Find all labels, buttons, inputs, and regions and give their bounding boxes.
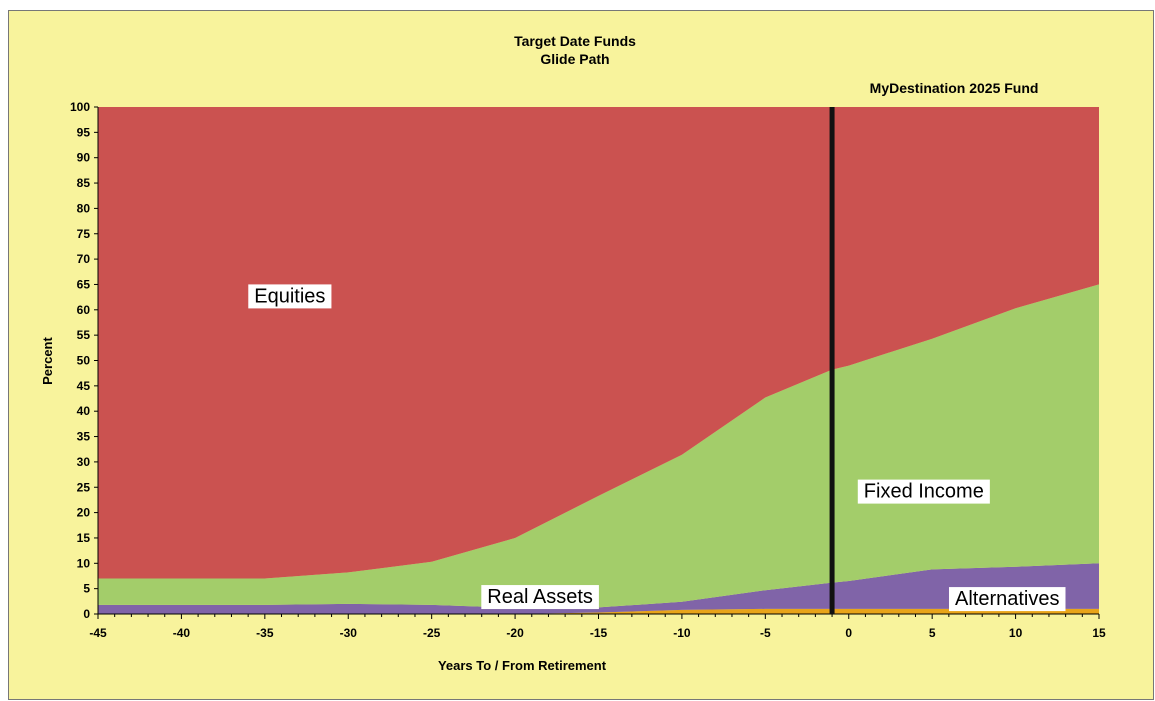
y-tick-label: 90 xyxy=(77,151,91,165)
x-axis-title: Years To / From Retirement xyxy=(438,658,607,673)
area-fixed-income xyxy=(98,284,1099,608)
area-label: Equities xyxy=(248,284,332,309)
y-tick-label: 20 xyxy=(77,506,91,520)
y-tick-label: 10 xyxy=(77,556,91,570)
y-tick-label: 100 xyxy=(70,100,90,114)
axes: 0510152025303540455055606570758085909510… xyxy=(70,100,1106,640)
y-tick-label: 35 xyxy=(77,430,91,444)
x-tick-label: 10 xyxy=(1009,626,1023,640)
fund-marker-label: MyDestination 2025 Fund xyxy=(870,80,1039,96)
area-label-text: Real Assets xyxy=(487,586,593,608)
y-tick-label: 75 xyxy=(77,227,91,241)
area-label: Real Assets xyxy=(481,585,599,610)
x-tick-label: 0 xyxy=(845,626,852,640)
y-tick-label: 85 xyxy=(77,176,91,190)
y-tick-label: 0 xyxy=(83,607,90,621)
x-tick-label: 15 xyxy=(1092,626,1106,640)
area-label-text: Equities xyxy=(254,285,325,307)
x-tick-label: -10 xyxy=(673,626,691,640)
annotations: MyDestination 2025 Fund xyxy=(829,80,1039,614)
x-tick-label: -35 xyxy=(256,626,274,640)
x-tick-label: -25 xyxy=(423,626,441,640)
area-label-box xyxy=(857,479,990,504)
area-alternatives xyxy=(98,608,1099,614)
area-label-box xyxy=(948,587,1066,612)
x-tick-label: -5 xyxy=(760,626,771,640)
area-equities xyxy=(98,107,1099,579)
y-tick-label: 25 xyxy=(77,480,91,494)
area-label: Alternatives xyxy=(948,587,1066,612)
y-tick-label: 5 xyxy=(83,582,90,596)
x-tick-label: 5 xyxy=(929,626,936,640)
y-tick-label: 40 xyxy=(77,404,91,418)
y-tick-label: 15 xyxy=(77,531,91,545)
y-axis-title: Percent xyxy=(40,336,55,384)
area-label: Fixed Income xyxy=(857,479,990,504)
y-tick-label: 65 xyxy=(77,277,91,291)
y-tick-label: 60 xyxy=(77,303,91,317)
area-labels: Equities Fixed Income Real Assets Alternati… xyxy=(248,284,1066,612)
x-tick-label: -15 xyxy=(590,626,608,640)
y-tick-label: 30 xyxy=(77,455,91,469)
chart-title: Target Date Funds xyxy=(514,33,636,49)
x-tick-label: -20 xyxy=(506,626,524,640)
y-tick-label: 80 xyxy=(77,201,91,215)
area-label-box xyxy=(481,585,599,610)
x-tick-label: -40 xyxy=(173,626,191,640)
area-layers xyxy=(98,107,1099,614)
x-tick-label: -30 xyxy=(340,626,358,640)
chart-subtitle: Glide Path xyxy=(540,51,609,67)
y-tick-label: 55 xyxy=(77,328,91,342)
y-tick-label: 95 xyxy=(77,125,91,139)
y-tick-label: 50 xyxy=(77,354,91,368)
area-real-assets xyxy=(98,563,1099,614)
x-tick-label: -45 xyxy=(89,626,107,640)
area-label-text: Fixed Income xyxy=(864,481,984,503)
area-label-box xyxy=(248,284,332,309)
area-label-text: Alternatives xyxy=(955,588,1060,610)
y-tick-label: 45 xyxy=(77,379,91,393)
y-tick-label: 70 xyxy=(77,252,91,266)
